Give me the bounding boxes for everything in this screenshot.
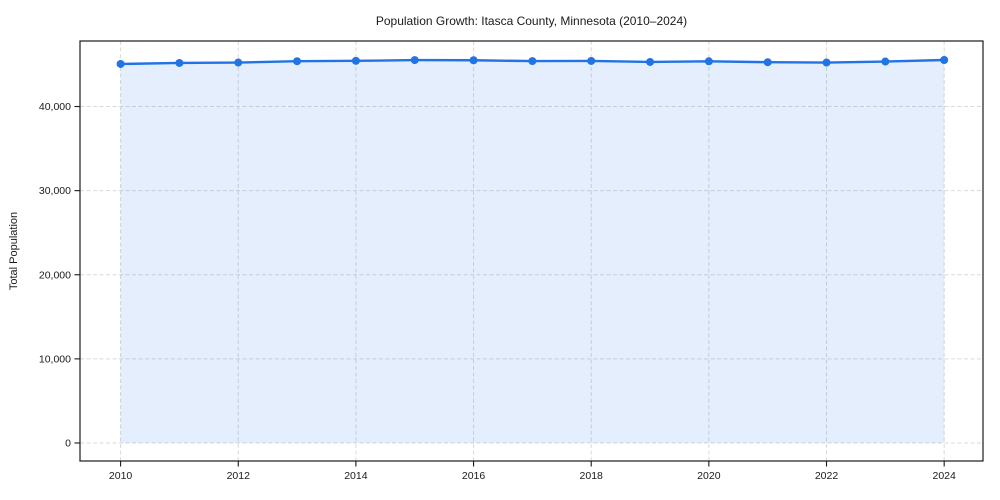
data-point-marker: [116, 59, 125, 68]
x-tick-label: 2022: [815, 470, 839, 482]
data-point-marker: [704, 57, 713, 66]
data-point-marker: [587, 56, 596, 65]
data-point-marker: [646, 57, 655, 66]
data-point-marker: [410, 56, 419, 65]
area-fill: [120, 60, 945, 443]
data-point-marker: [293, 57, 302, 66]
grid-layer: [80, 41, 983, 461]
data-point-marker: [351, 56, 360, 65]
series-layer: [116, 56, 949, 68]
data-point-marker: [822, 58, 831, 67]
chart-title: Population Growth: Itasca County, Minnes…: [376, 14, 687, 28]
data-point-marker: [175, 58, 184, 67]
x-tick-label: 2020: [697, 470, 721, 482]
data-point-marker: [528, 57, 537, 66]
data-point-marker: [940, 56, 949, 65]
area-layer: [120, 60, 945, 443]
x-tick-label: 2012: [227, 470, 251, 482]
y-tick-label: 10,000: [39, 353, 71, 365]
label-layer: Population Growth: Itasca County, Minnes…: [8, 14, 687, 290]
x-tick-label: 2016: [462, 470, 486, 482]
data-point-marker: [881, 57, 890, 66]
x-tick-label: 2018: [580, 470, 604, 482]
data-point-marker: [234, 58, 243, 67]
x-tick-label: 2010: [109, 470, 133, 482]
y-tick-label: 30,000: [39, 185, 71, 197]
y-tick-label: 20,000: [39, 269, 71, 281]
tick-layer: 0 10,000 20,000 30,000 40,000 2010 2012 2014 201…: [39, 101, 956, 482]
y-axis-label: Total Population: [8, 212, 20, 290]
x-tick-label: 2024: [932, 470, 956, 482]
plot-border: [79, 40, 984, 462]
data-point-marker: [763, 58, 772, 67]
y-tick-label: 0: [65, 437, 71, 449]
spine-layer: [79, 40, 984, 462]
x-tick-label: 2014: [344, 470, 368, 482]
data-point-marker: [469, 56, 478, 65]
y-tick-label: 40,000: [39, 101, 71, 113]
